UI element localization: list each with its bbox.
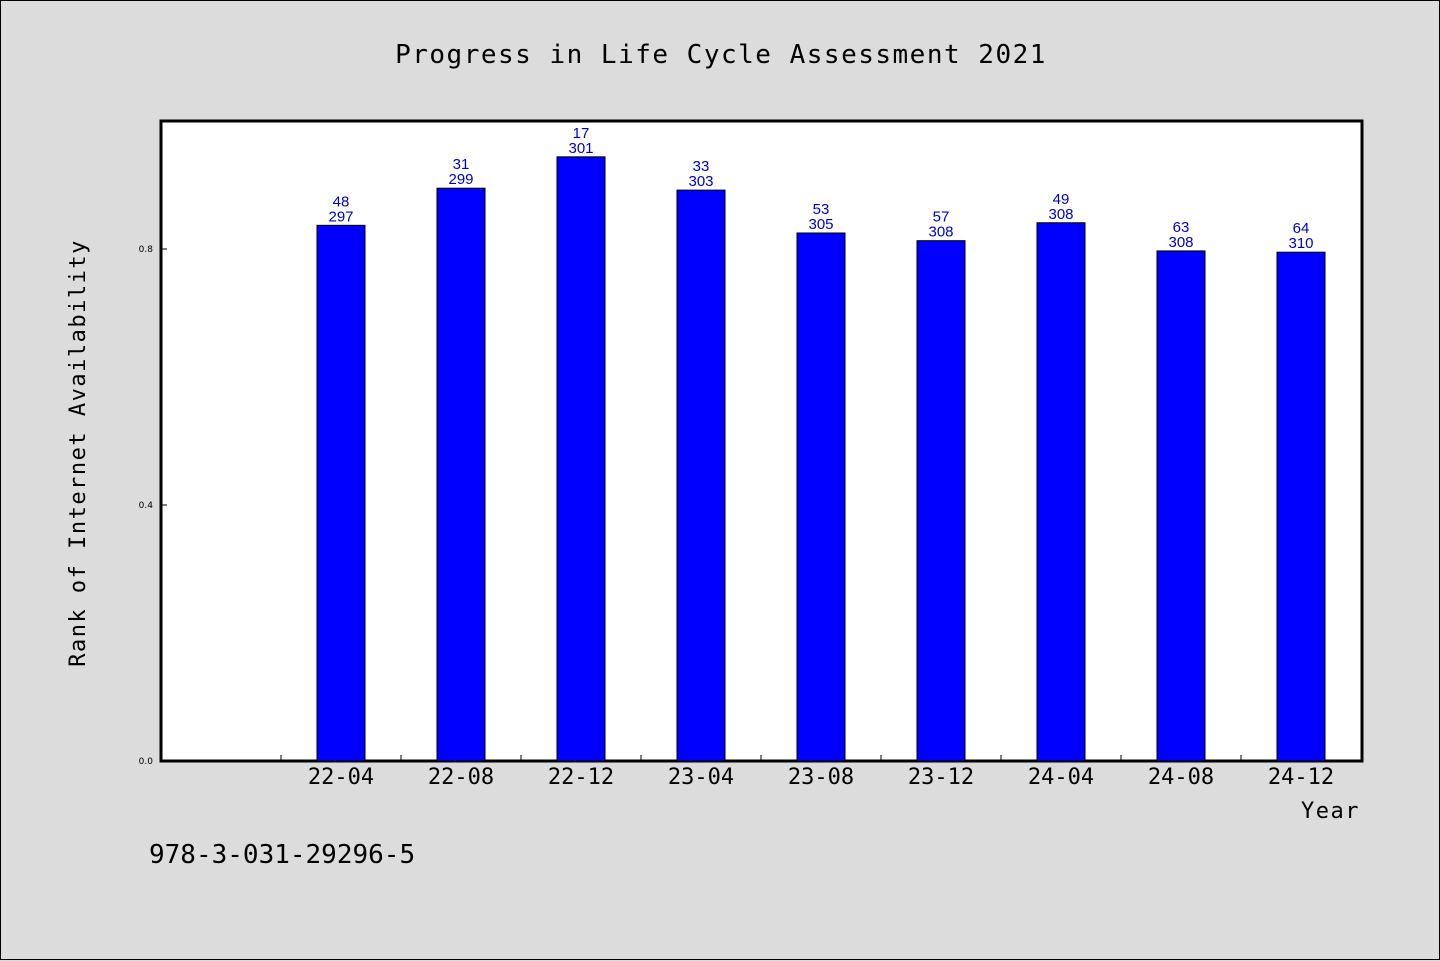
bar-label-top-23-12: 57 xyxy=(933,209,950,226)
bar-label-bottom-23-04: 303 xyxy=(688,173,713,190)
bar-label-top-24-12: 64 xyxy=(1293,220,1310,237)
x-tick-label-24-04: 24-04 xyxy=(1028,765,1094,790)
x-axis-ticks: 22-04 22-08 22-12 23-04 23-08 23-12 24-04 24-08… xyxy=(280,755,1362,790)
bar-22-04 xyxy=(316,224,366,762)
bar-22-12 xyxy=(556,156,606,762)
bar-22-08 xyxy=(436,187,486,762)
bar-label-top-24-08: 63 xyxy=(1173,219,1190,236)
bar-label-top-23-08: 53 xyxy=(813,201,830,218)
bar-label-bottom-22-04: 297 xyxy=(328,208,353,225)
bar-label-top-22-08: 31 xyxy=(453,156,470,173)
bar-label-top-22-12: 17 xyxy=(573,125,590,142)
x-tick-label-24-08: 24-08 xyxy=(1148,765,1214,790)
bar-label-bottom-24-12: 310 xyxy=(1288,235,1313,252)
bar-24-12 xyxy=(1276,251,1326,762)
y-tick-label-0.0: 0.0 xyxy=(139,757,154,767)
bar-label-top-22-04: 48 xyxy=(333,193,350,210)
bar-23-12 xyxy=(916,240,966,762)
isbn-footer: 978-3-031-29296-5 xyxy=(149,840,415,870)
bar-label-bottom-24-08: 308 xyxy=(1168,234,1193,251)
bar-label-top-24-04: 49 xyxy=(1053,191,1070,208)
bars-group xyxy=(316,156,1326,762)
x-tick-label-24-12: 24-12 xyxy=(1268,765,1334,790)
x-tick-label-22-04: 22-04 xyxy=(308,765,374,790)
bar-label-bottom-23-12: 308 xyxy=(928,224,953,241)
bar-24-08 xyxy=(1156,250,1206,762)
y-tick-label-0.8: 0.8 xyxy=(139,245,154,255)
x-tick-label-22-08: 22-08 xyxy=(428,765,494,790)
bar-label-bottom-22-08: 299 xyxy=(448,171,473,188)
x-tick-label-23-04: 23-04 xyxy=(668,765,734,790)
bar-label-bottom-22-12: 301 xyxy=(568,140,593,157)
x-tick-label-23-12: 23-12 xyxy=(908,765,974,790)
bar-24-04 xyxy=(1036,222,1086,762)
y-axis-label: Rank of Internet Availability xyxy=(66,239,91,667)
bar-23-04 xyxy=(676,189,726,762)
x-tick-label-23-08: 23-08 xyxy=(788,765,854,790)
x-axis-label: Year xyxy=(1301,799,1360,824)
bar-label-top-23-04: 33 xyxy=(693,158,710,175)
chart-title: Progress in Life Cycle Assessment 2021 xyxy=(395,40,1047,70)
bar-label-bottom-24-04: 308 xyxy=(1048,206,1073,223)
y-tick-label-0.4: 0.4 xyxy=(139,501,154,511)
x-tick-label-22-12: 22-12 xyxy=(548,765,614,790)
y-axis-ticks: 0.0 0.4 0.8 xyxy=(139,245,167,767)
bar-label-bottom-23-08: 305 xyxy=(808,216,833,233)
bar-23-08 xyxy=(796,232,846,762)
